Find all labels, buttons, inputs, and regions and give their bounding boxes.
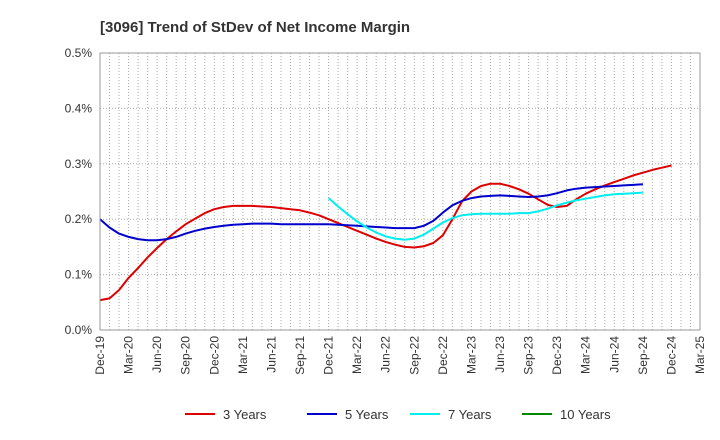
x-tick-label: Dec-20 [207,336,221,375]
legend-label: 3 Years [223,407,267,422]
series-line-5-years [99,183,643,242]
y-tick-label: 0.2% [65,212,93,226]
legend-label: 5 Years [345,407,389,422]
x-tick-label: Mar-23 [464,336,478,374]
x-tick-label: Sep-24 [636,336,650,375]
x-tick-label: Sep-22 [407,336,421,375]
x-tick-label: Dec-19 [93,336,107,375]
x-tick-label: Jun-22 [379,336,393,373]
x-tick-label: Mar-24 [579,336,593,374]
x-tick-label: Mar-25 [693,336,707,374]
x-tick-label: Jun-21 [264,336,278,373]
x-tick-label: Jun-24 [607,336,621,373]
x-tick-label: Mar-21 [236,336,250,374]
x-tick-label: Sep-20 [179,336,193,375]
x-tick-label: Mar-20 [122,336,136,374]
x-tick-label: Dec-22 [436,336,450,375]
y-tick-label: 0.5% [65,46,93,60]
x-tick-label: Dec-23 [550,336,564,375]
x-tick-label: Sep-23 [522,336,536,375]
x-tick-label: Mar-22 [350,336,364,374]
grid [100,53,700,330]
series-line-3-years [99,164,672,302]
x-tick-label: Dec-24 [664,336,678,375]
y-axis-ticks: 0.0% 0.1% 0.2% 0.3% 0.4% 0.5% [65,46,93,337]
x-tick-label: Jun-23 [493,336,507,373]
legend: 3 Years 5 Years 7 Years 10 Years [185,407,611,422]
series-lines [99,164,672,302]
x-tick-label: Jun-20 [150,336,164,373]
x-tick-label: Sep-21 [293,336,307,375]
y-tick-label: 0.0% [65,323,93,337]
y-tick-label: 0.4% [65,101,93,115]
legend-label: 10 Years [560,407,611,422]
y-tick-label: 0.3% [65,157,93,171]
legend-label: 7 Years [448,407,492,422]
y-tick-label: 0.1% [65,268,93,282]
x-axis-ticks: Dec-19 Mar-20 Jun-20 Sep-20 Dec-20 Mar-21 Jun-… [93,336,707,375]
plot-frame [99,52,701,331]
x-tick-label: Dec-21 [322,336,336,375]
chart-title: [3096] Trend of StDev of Net Income Marg… [100,19,410,36]
series-line-7-years [327,191,643,241]
